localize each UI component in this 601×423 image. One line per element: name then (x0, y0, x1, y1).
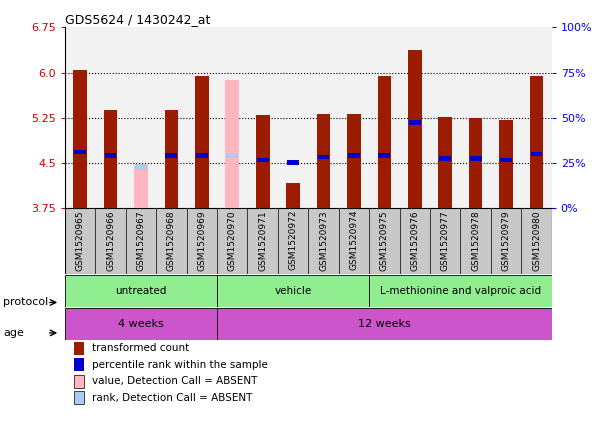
Text: GSM1520968: GSM1520968 (167, 210, 176, 271)
Bar (529, 76, 543, 208)
Text: GSM1520967: GSM1520967 (136, 210, 145, 271)
Bar (74, 150, 86, 154)
Bar (470, 157, 481, 161)
Text: GSM1520979: GSM1520979 (502, 210, 511, 271)
Bar (65, 308, 217, 340)
Bar (377, 76, 391, 208)
Bar (500, 157, 512, 162)
Bar (105, 153, 117, 158)
Text: GSM1520971: GSM1520971 (258, 210, 267, 271)
Text: value, Detection Call = ABSENT: value, Detection Call = ABSENT (92, 376, 257, 386)
Bar (499, 120, 513, 208)
Bar (195, 76, 209, 208)
Bar (134, 165, 148, 208)
Text: GSM1520977: GSM1520977 (441, 210, 450, 271)
Bar (74, 392, 84, 404)
Text: GSM1520973: GSM1520973 (319, 210, 328, 271)
Bar (74, 375, 84, 388)
Text: GSM1520978: GSM1520978 (471, 210, 480, 271)
Text: GSM1520969: GSM1520969 (197, 210, 206, 271)
Text: GSM1520976: GSM1520976 (410, 210, 419, 271)
Bar (165, 153, 177, 158)
Text: rank, Detection Call = ABSENT: rank, Detection Call = ABSENT (92, 393, 252, 403)
Bar (408, 50, 422, 208)
Text: 12 weeks: 12 weeks (358, 319, 410, 329)
Bar (286, 183, 300, 208)
Bar (196, 153, 208, 158)
Text: percentile rank within the sample: percentile rank within the sample (92, 360, 267, 370)
Text: GSM1520970: GSM1520970 (228, 210, 237, 271)
Bar (257, 157, 269, 162)
Text: age: age (3, 328, 24, 338)
Bar (347, 114, 361, 208)
Bar (317, 154, 329, 159)
Text: GSM1520972: GSM1520972 (288, 210, 297, 270)
Bar (73, 70, 87, 208)
Bar (469, 118, 483, 208)
Bar (225, 80, 239, 208)
Bar (104, 110, 117, 208)
Text: transformed count: transformed count (92, 343, 189, 353)
Bar (348, 153, 360, 158)
Text: GSM1520965: GSM1520965 (76, 210, 85, 271)
Bar (74, 342, 84, 354)
Text: GSM1520966: GSM1520966 (106, 210, 115, 271)
Bar (217, 275, 369, 307)
Text: 4 weeks: 4 weeks (118, 319, 164, 329)
Text: GSM1520974: GSM1520974 (349, 210, 358, 270)
Bar (74, 358, 84, 371)
Text: GDS5624 / 1430242_at: GDS5624 / 1430242_at (65, 14, 210, 26)
Bar (409, 120, 421, 125)
Bar (317, 114, 331, 208)
Bar (65, 275, 217, 307)
Text: protocol: protocol (3, 297, 48, 308)
Text: L-methionine and valproic acid: L-methionine and valproic acid (380, 286, 541, 296)
Text: GSM1520975: GSM1520975 (380, 210, 389, 271)
Bar (165, 110, 178, 208)
Bar (256, 115, 269, 208)
Text: GSM1520980: GSM1520980 (532, 210, 541, 271)
Bar (439, 157, 451, 161)
Bar (135, 164, 147, 169)
Bar (217, 308, 552, 340)
Bar (287, 160, 299, 165)
Bar (227, 153, 238, 158)
Bar (369, 275, 552, 307)
Bar (379, 153, 390, 158)
Text: vehicle: vehicle (275, 286, 312, 296)
Bar (531, 151, 543, 156)
Bar (438, 117, 452, 208)
Text: untreated: untreated (115, 286, 166, 296)
